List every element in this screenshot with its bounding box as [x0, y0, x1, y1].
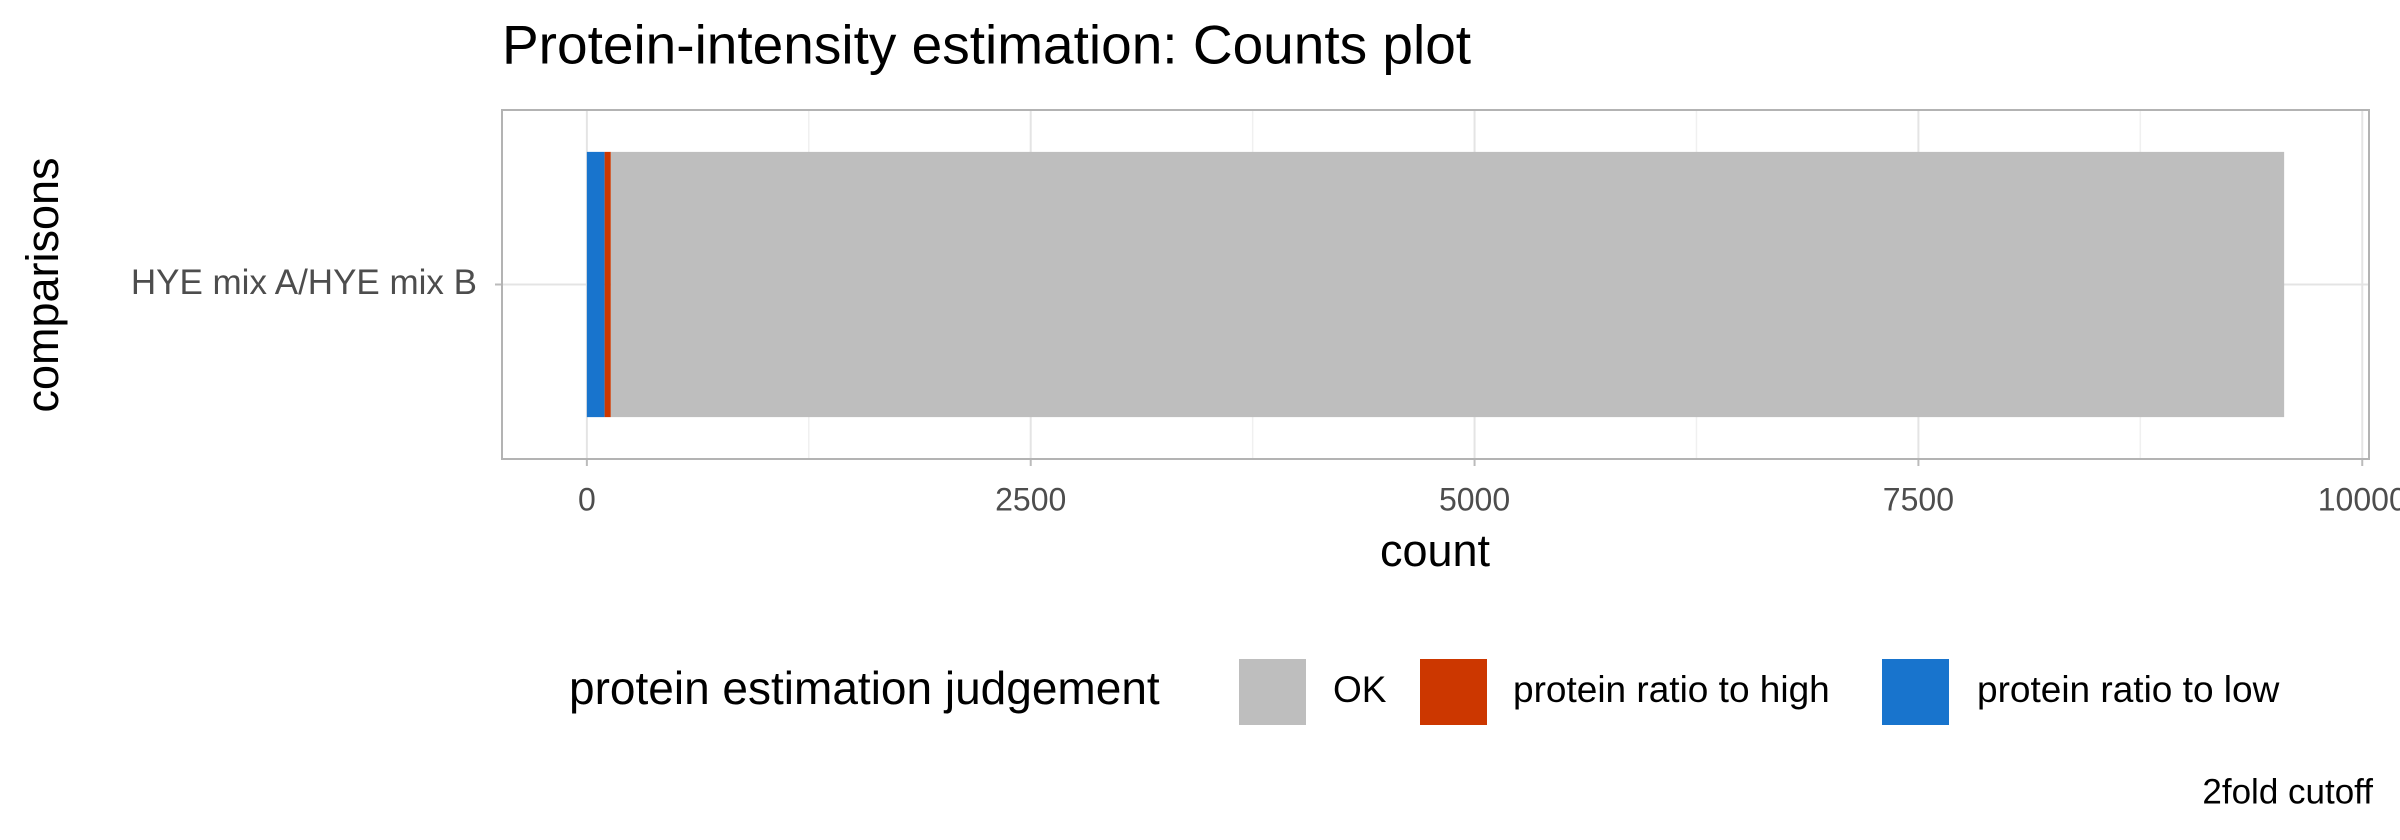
x-axis-label: count: [1380, 525, 1491, 576]
chart-title: Protein-intensity estimation: Counts plo…: [502, 14, 1471, 76]
x-tick-label: 2500: [995, 481, 1066, 517]
legend-key: [1239, 659, 1306, 725]
caption: 2fold cutoff: [2202, 772, 2373, 811]
panel-border: [501, 109, 2370, 460]
bar-segment: [610, 151, 2285, 418]
x-tick-label: 0: [578, 481, 596, 517]
x-tick-label: 10000: [2318, 481, 2400, 517]
bar-segment: [586, 151, 605, 418]
legend-key: [1882, 659, 1949, 725]
y-axis-label: comparisons: [17, 157, 68, 412]
x-tick-label: 7500: [1883, 481, 1954, 517]
legend-title: protein estimation judgement: [569, 662, 1160, 714]
x-tick-label: 5000: [1439, 481, 1510, 517]
legend-key: [1420, 659, 1487, 725]
y-tick-label: HYE mix A/HYE mix B: [131, 263, 477, 302]
legend-label: OK: [1333, 669, 1387, 710]
legend-label: protein ratio to high: [1513, 669, 1830, 710]
bar-segment: [604, 151, 611, 418]
legend-label: protein ratio to low: [1977, 669, 2280, 710]
